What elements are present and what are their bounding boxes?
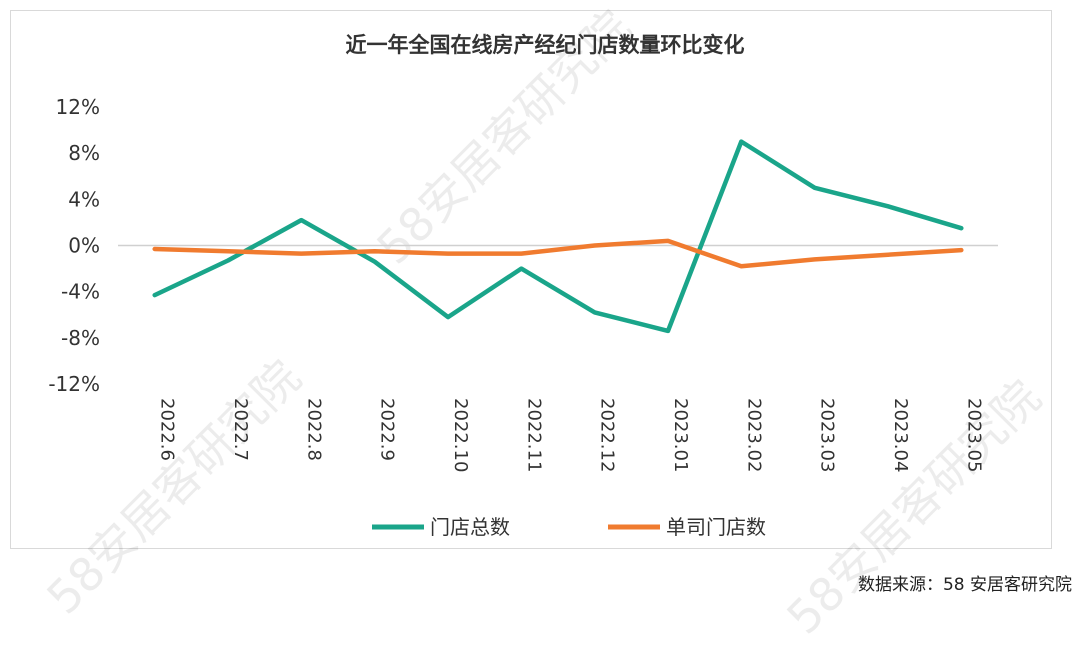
x-tick-label: 2022.10 bbox=[450, 398, 471, 472]
y-tick-label: 4% bbox=[68, 187, 100, 211]
x-tick-label: 2022.7 bbox=[230, 398, 251, 461]
x-tick-label: 2022.9 bbox=[377, 398, 398, 461]
series-line-2 bbox=[152, 238, 964, 269]
legend-label: 单司门店数 bbox=[666, 515, 766, 539]
y-tick-label: 8% bbox=[68, 141, 100, 165]
x-tick-label: 2022.6 bbox=[157, 398, 178, 461]
x-tick-label: 2023.01 bbox=[670, 398, 691, 472]
x-tick-label: 2023.03 bbox=[817, 398, 838, 472]
y-tick-label: 12% bbox=[56, 95, 100, 119]
y-tick-label: -12% bbox=[48, 372, 100, 396]
chart-title: 近一年全国在线房产经纪门店数量环比变化 bbox=[346, 33, 745, 57]
x-axis: 2022.6 2022.7 2022.8 2022.9 2022.10 2022.11 20… bbox=[157, 398, 985, 472]
y-axis: 12% 8% 4% 0% -4% -8% -12% bbox=[48, 95, 100, 396]
x-tick-label: 2022.8 bbox=[303, 398, 324, 461]
legend: 门店总数 单司门店数 bbox=[372, 515, 766, 539]
x-tick-label: 2022.12 bbox=[597, 398, 618, 472]
y-tick-label: -8% bbox=[61, 326, 100, 350]
y-tick-label: -4% bbox=[61, 280, 100, 304]
source-note: 数据来源：58 安居客研究院 bbox=[857, 575, 1072, 595]
x-tick-label: 2023.05 bbox=[963, 398, 984, 472]
line-chart: 近一年全国在线房产经纪门店数量环比变化 12%8%4%0%-4%-8%-12% … bbox=[48, 33, 998, 539]
series-line-1 bbox=[152, 139, 964, 334]
x-tick-label: 2023.04 bbox=[890, 398, 911, 472]
y-tick-label: 0% bbox=[68, 234, 100, 258]
series-lines bbox=[152, 139, 964, 334]
legend-label: 门店总数 bbox=[430, 515, 510, 539]
x-tick-label: 2022.11 bbox=[523, 398, 544, 472]
x-tick-label: 2023.02 bbox=[743, 398, 764, 472]
